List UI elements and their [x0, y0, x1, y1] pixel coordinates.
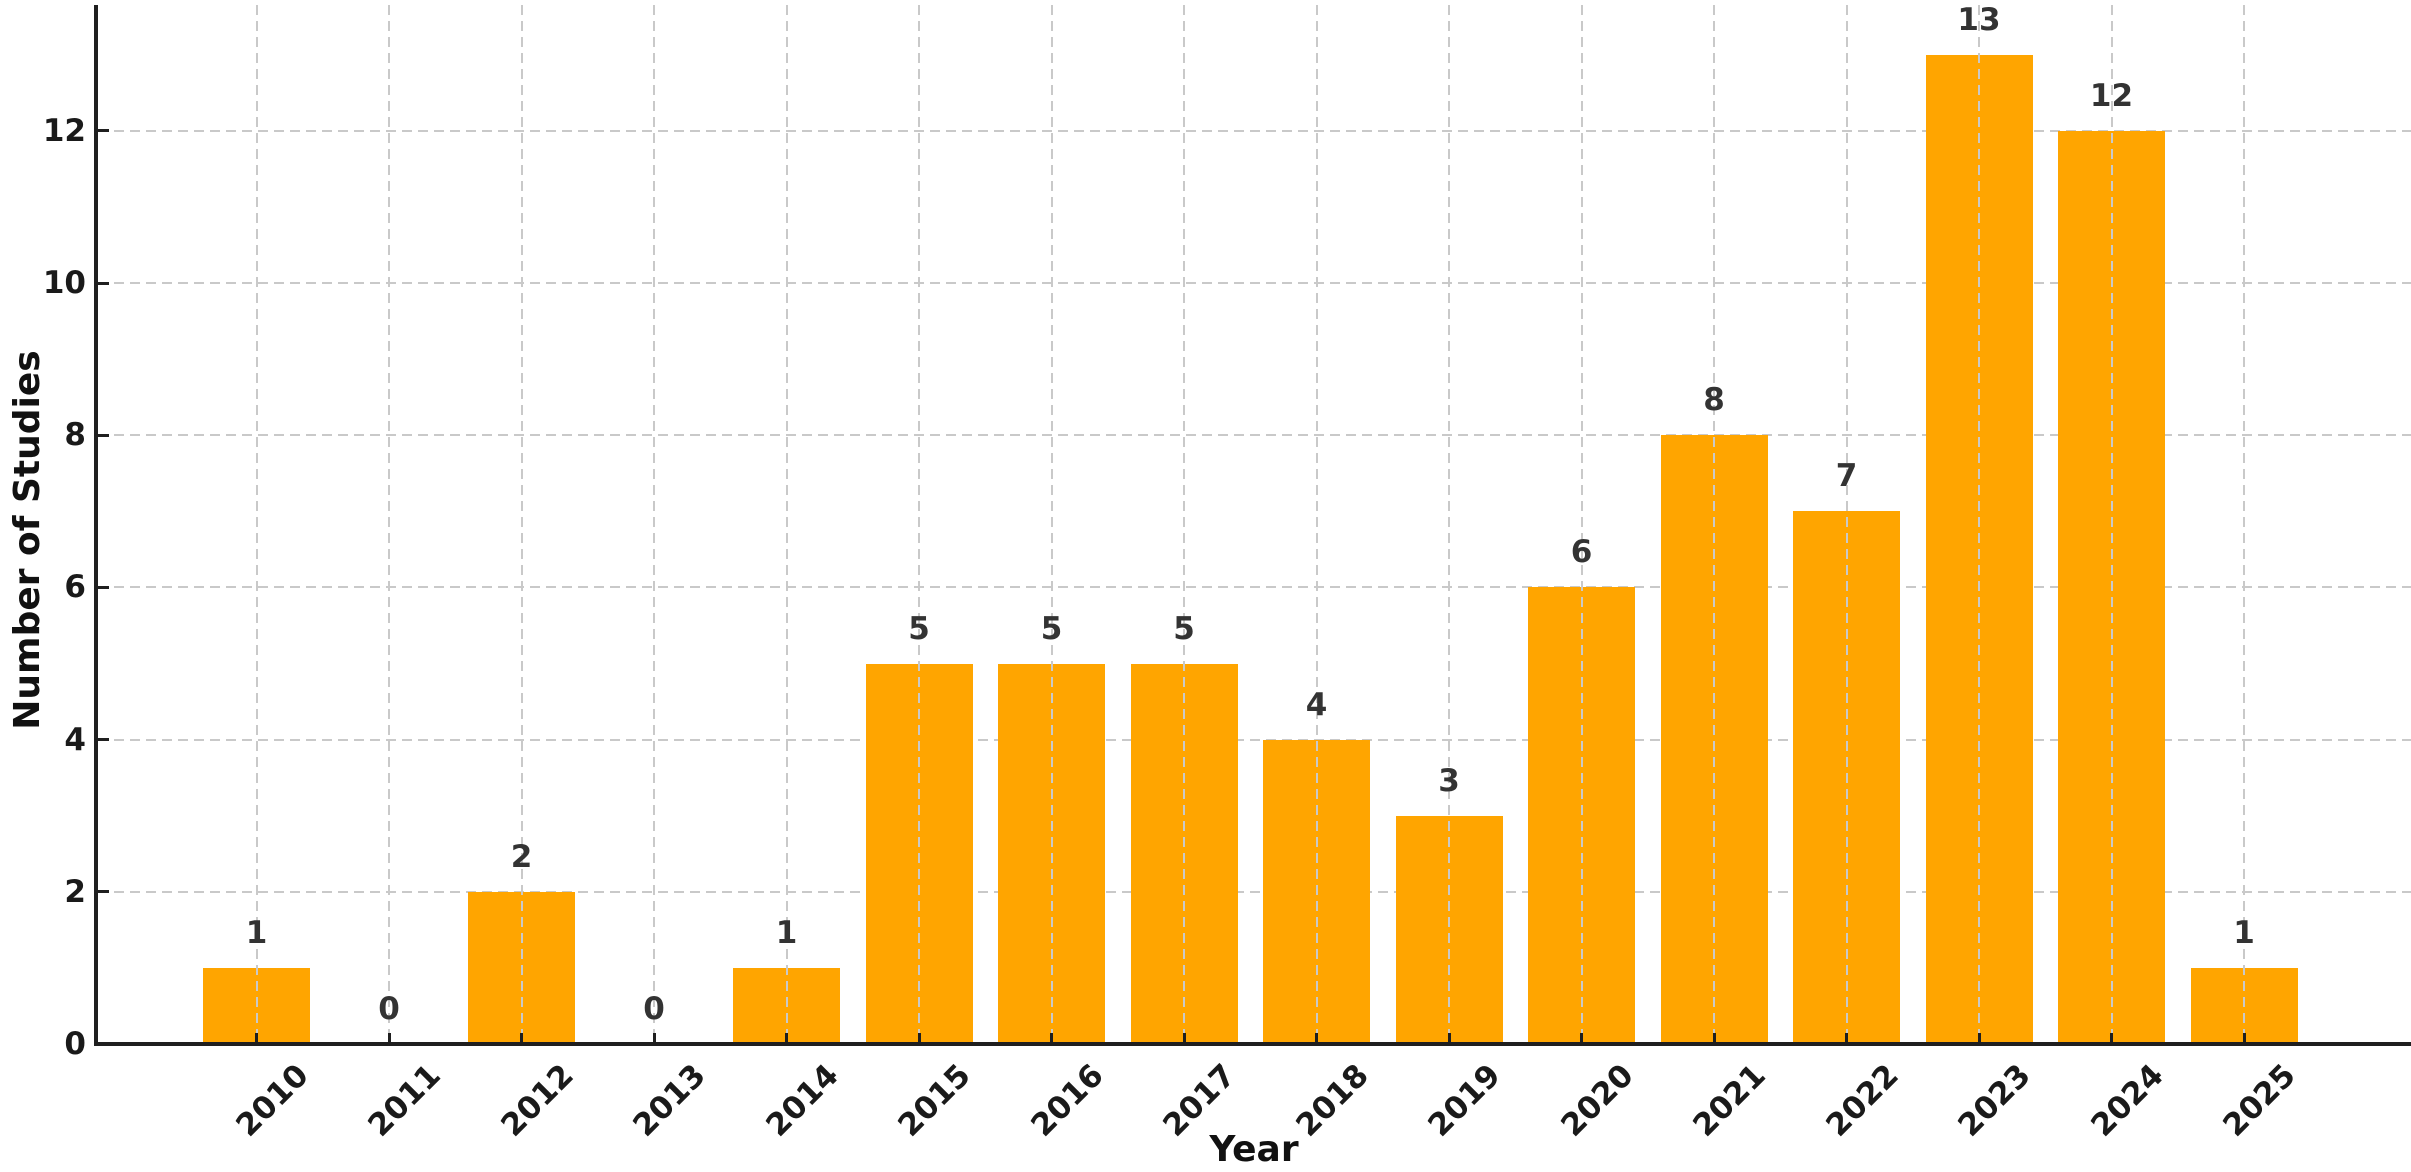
bar-value-label-2017: 5	[1173, 610, 1195, 647]
bar-value-label-2014: 1	[775, 914, 798, 951]
x-tick-label-2024: 2024	[2083, 1057, 2171, 1144]
y-tick-12	[98, 129, 109, 133]
x-tick-label-2012: 2012	[493, 1057, 581, 1144]
y-tick-10	[98, 281, 109, 285]
x-tick-2022	[1845, 1033, 1848, 1044]
x-tick-2010	[255, 1033, 258, 1044]
h-gridline-12	[98, 129, 2411, 132]
x-tick-label-2023: 2023	[1951, 1057, 2038, 1144]
x-tick-label-2022: 2022	[1818, 1057, 1906, 1144]
v-gridline-2017	[1183, 5, 1185, 1044]
x-tick-2020	[1580, 1033, 1583, 1044]
y-tick-label-2: 2	[64, 873, 86, 910]
y-tick-label-6: 6	[64, 569, 86, 606]
x-tick-2024	[2110, 1033, 2113, 1044]
x-tick-label-2013: 2013	[626, 1057, 713, 1144]
bar-value-label-2024: 12	[2089, 77, 2134, 114]
x-tick-label-2010: 2010	[228, 1057, 316, 1144]
bar-value-label-2023: 13	[1957, 1, 2001, 38]
h-gridline-8	[98, 434, 2411, 437]
x-axis-title: Year	[1209, 1129, 1299, 1170]
x-tick-label-2014: 2014	[758, 1057, 846, 1144]
h-gridline-10	[98, 282, 2411, 284]
x-tick-label-2011: 2011	[361, 1057, 448, 1144]
y-tick-8	[98, 433, 109, 437]
bar-value-label-2011: 0	[378, 991, 400, 1027]
v-gridline-2015	[918, 5, 920, 1044]
v-gridline-2023	[1978, 5, 1980, 1044]
y-tick-label-8: 8	[64, 417, 86, 454]
x-tick-2021	[1712, 1033, 1716, 1044]
bar-value-label-2015: 5	[908, 610, 930, 647]
bar-value-label-2018: 4	[1305, 686, 1328, 723]
y-axis-title: Number of Studies	[7, 350, 48, 730]
v-gridline-2020	[1580, 5, 1583, 1044]
bar-value-label-2013: 0	[643, 991, 665, 1027]
x-tick-2015	[917, 1033, 921, 1044]
h-gridline-4	[98, 738, 2411, 741]
y-tick-4	[98, 738, 109, 742]
v-gridline-2012	[520, 5, 523, 1044]
bar-value-label-2025: 1	[2233, 914, 2255, 951]
x-tick-label-2025: 2025	[2216, 1057, 2303, 1144]
v-gridline-2016	[1050, 5, 1053, 1044]
bar-value-label-2022: 7	[1835, 458, 1858, 495]
x-tick-2011	[387, 1033, 391, 1044]
x-axis-line	[94, 1042, 2411, 1046]
y-tick-6	[98, 585, 109, 589]
bar-value-label-2016: 5	[1040, 610, 1063, 647]
y-tick-label-4: 4	[64, 721, 86, 758]
bar-value-label-2021: 8	[1703, 382, 1725, 419]
h-gridline-6	[98, 586, 2411, 589]
x-tick-2019	[1447, 1033, 1451, 1044]
x-tick-2023	[1977, 1033, 1981, 1044]
v-gridline-2024	[2110, 5, 2113, 1044]
v-gridline-2014	[785, 5, 788, 1044]
h-gridline-2	[98, 890, 2411, 893]
x-tick-2016	[1050, 1033, 1053, 1044]
x-tick-label-2020: 2020	[1553, 1057, 1641, 1144]
v-gridline-2021	[1713, 5, 1715, 1044]
x-tick-label-2021: 2021	[1686, 1057, 1773, 1144]
v-gridline-2010	[255, 5, 258, 1044]
y-tick-2	[98, 890, 109, 894]
v-gridline-2025	[2243, 5, 2245, 1044]
v-gridline-2019	[1448, 5, 1450, 1044]
v-gridline-2013	[653, 5, 655, 1044]
x-tick-2018	[1315, 1033, 1318, 1044]
v-gridline-2018	[1315, 5, 1318, 1044]
v-gridline-2011	[388, 5, 390, 1044]
bar-value-label-2012: 2	[510, 838, 533, 875]
bar-value-label-2020: 6	[1570, 534, 1593, 571]
x-tick-label-2015: 2015	[891, 1057, 978, 1144]
y-tick-label-0: 0	[64, 1026, 86, 1062]
x-tick-2013	[652, 1033, 656, 1044]
bar-value-label-2019: 3	[1438, 762, 1460, 799]
x-tick-2017	[1182, 1033, 1186, 1044]
bar-value-label-2010: 1	[245, 914, 268, 951]
y-axis-line	[94, 5, 98, 1046]
v-gridline-2022	[1845, 5, 1848, 1044]
x-tick-2014	[785, 1033, 788, 1044]
x-tick-2025	[2242, 1033, 2246, 1044]
y-tick-label-12: 12	[42, 112, 86, 149]
y-tick-label-10: 10	[42, 265, 86, 301]
x-tick-2012	[520, 1033, 523, 1044]
